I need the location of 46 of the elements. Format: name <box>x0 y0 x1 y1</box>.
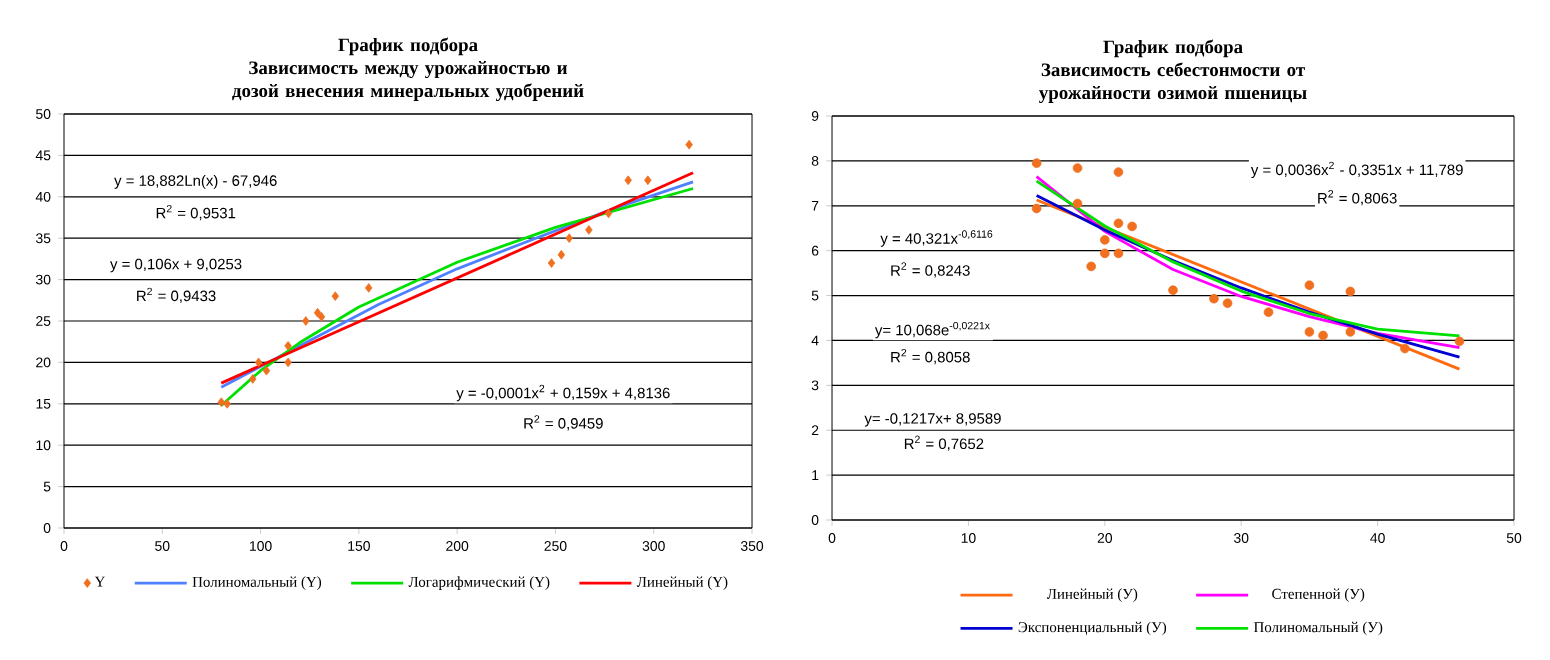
point <box>1072 163 1083 173</box>
point <box>624 175 632 186</box>
point <box>1072 198 1083 209</box>
point <box>249 374 257 384</box>
point <box>1031 203 1042 214</box>
point <box>284 341 292 351</box>
chart-title: График подбора <box>338 37 478 56</box>
point <box>1168 285 1178 295</box>
point <box>1113 218 1124 229</box>
point <box>365 283 373 293</box>
point <box>284 357 292 368</box>
point <box>1209 293 1219 304</box>
point <box>1304 327 1315 337</box>
point <box>1100 235 1110 245</box>
point <box>1127 221 1137 232</box>
point <box>1400 343 1410 354</box>
point <box>1100 248 1110 259</box>
point <box>604 208 613 219</box>
point <box>585 225 593 235</box>
point <box>302 316 310 326</box>
point <box>262 365 271 376</box>
point <box>1345 286 1356 297</box>
point <box>565 233 573 243</box>
chart-subtitle: Зависимость себестонмости от урожайности озимой пшеницы <box>1038 62 1307 104</box>
point <box>317 312 326 322</box>
point <box>685 139 693 150</box>
point <box>644 175 652 186</box>
point <box>1222 298 1233 308</box>
point <box>1318 330 1328 341</box>
chart-title: График подбора <box>1103 39 1243 58</box>
point <box>254 357 263 368</box>
point <box>1454 336 1465 347</box>
point <box>313 307 322 318</box>
point <box>217 397 225 407</box>
point <box>547 258 556 268</box>
point <box>1031 158 1042 168</box>
point <box>1113 248 1124 259</box>
point <box>1263 307 1274 317</box>
point <box>331 291 339 301</box>
chart-subtitle: Зависимость между урожайностью и дозой внесения минеральных удобрений <box>232 60 584 102</box>
point <box>223 399 231 409</box>
point <box>1304 280 1315 291</box>
point <box>1345 327 1356 337</box>
point <box>557 249 566 260</box>
point <box>1113 167 1124 177</box>
point <box>1086 261 1096 272</box>
